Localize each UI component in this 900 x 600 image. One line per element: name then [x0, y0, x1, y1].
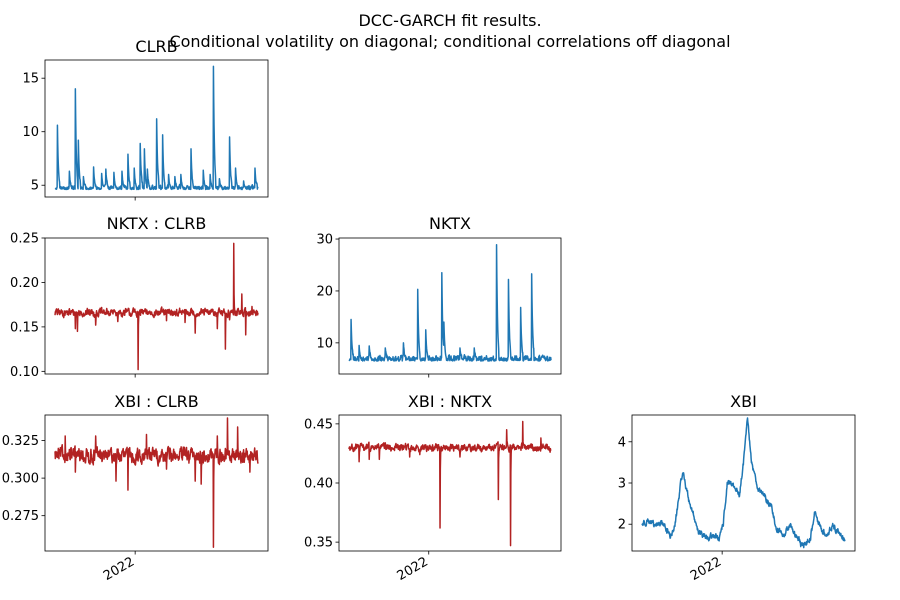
y-tick-label: 5 [31, 179, 39, 194]
subplot-xbi-clrb: XBI : CLRB 0.275 0.300 0.325 2022 [2, 392, 268, 584]
subplot-title: NKTX [429, 214, 471, 233]
y-tick-label: 10 [316, 336, 333, 351]
subplot-title: CLRB [135, 37, 177, 56]
y-tick-label: 0.275 [2, 509, 39, 524]
y-tick-label: 3 [618, 477, 626, 492]
y-tick-label: 0.40 [304, 477, 333, 492]
y-tick-label: 0.15 [10, 320, 39, 335]
y-tick-label: 0.35 [304, 536, 333, 551]
y-tick-label: 20 [316, 284, 333, 299]
y-tick-label: 0.300 [2, 472, 39, 487]
y-tick-label: 0.25 [10, 232, 39, 247]
y-tick-label: 4 [618, 435, 626, 450]
y-tick-label: 0.20 [10, 276, 39, 291]
y-tick-label: 10 [22, 125, 39, 140]
subplot-nktx: NKTX 10 20 30 [316, 214, 561, 378]
subplot-title: NKTX : CLRB [107, 214, 207, 233]
series-line [55, 243, 258, 369]
series-line [349, 245, 551, 361]
subplot-title: XBI : NKTX [408, 392, 492, 411]
subplot-clrb: CLRB 5 10 15 [22, 37, 268, 201]
axes-frame [339, 238, 561, 374]
x-tick-label: 2022 [688, 554, 724, 584]
x-tick-label: 2022 [395, 554, 431, 584]
axes-frame [45, 415, 268, 551]
subplot-nktx-clrb: NKTX : CLRB 0.10 0.15 0.20 0.25 [10, 214, 268, 380]
y-tick-label: 0.10 [10, 365, 39, 380]
axes-frame [339, 415, 561, 551]
figure-title-line-2: Conditional volatility on diagonal; cond… [169, 32, 730, 51]
y-tick-label: 15 [22, 72, 39, 87]
y-tick-label: 2 [618, 518, 626, 533]
y-tick-label: 30 [316, 233, 333, 248]
series-line [349, 422, 551, 546]
x-tick-label: 2022 [101, 554, 137, 584]
figure-title-line-1: DCC-GARCH fit results. [358, 11, 541, 30]
y-tick-label: 0.45 [304, 417, 333, 432]
subplot-xbi-nktx: XBI : NKTX 0.35 0.40 0.45 2022 [304, 392, 561, 584]
series-line [55, 66, 258, 189]
subplot-title: XBI [730, 392, 757, 411]
subplot-xbi: XBI 2 3 4 2022 [618, 392, 855, 584]
series-line [55, 418, 258, 547]
series-line [642, 418, 845, 548]
subplot-title: XBI : CLRB [114, 392, 198, 411]
y-tick-label: 0.325 [2, 434, 39, 449]
